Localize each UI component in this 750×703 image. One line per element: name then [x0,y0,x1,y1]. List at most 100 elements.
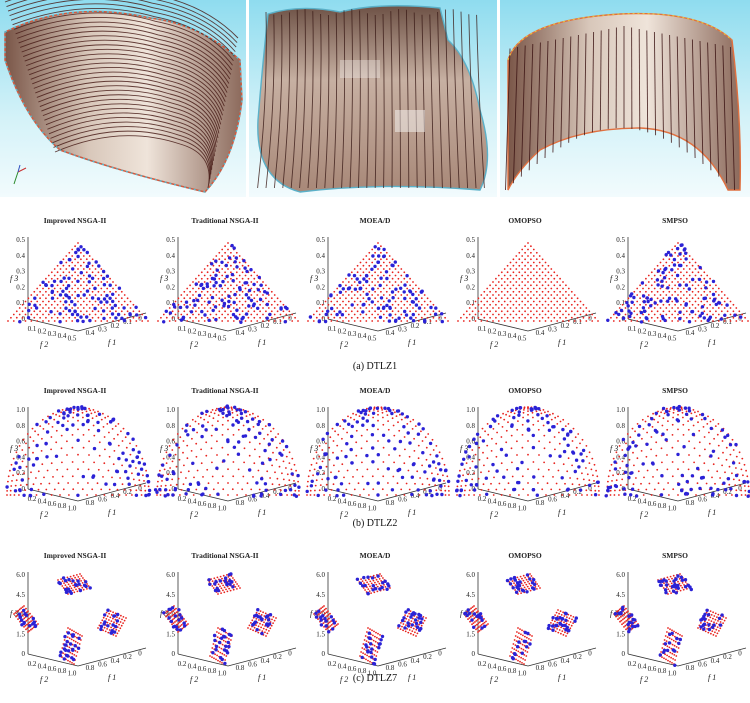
f1-tick-label: 0.4 [411,657,420,665]
f3-tick-label: 0 [322,650,326,658]
f1-tick-label: 0.4 [711,492,720,500]
plot-title: Traditional NSGA-II [191,551,258,560]
f3-tick-label: 1.5 [16,630,25,638]
f2-tick-label: 0.2 [328,660,337,668]
f2-tick-label: 0.6 [48,665,57,673]
f2-tick-label: 0.8 [358,667,367,675]
f1-tick-label: 0.1 [423,318,432,326]
f3-tick-label: 0.8 [16,422,25,430]
f2-tick-label: 0.6 [348,665,357,673]
f2-tick-label: 0.2 [38,327,47,335]
f1-tick-label: 0.3 [698,325,707,333]
f2-tick-label: 0.5 [668,335,677,343]
f1-tick-label: 0.4 [686,329,695,337]
obtained-solutions [314,574,424,666]
f1-tick-label: 0.3 [548,325,557,333]
f1-tick-label: 0.8 [536,499,545,507]
f3-tick-label: 1.0 [16,406,25,414]
f2-axis-label: f 2 [190,675,198,684]
f2-axis-label: f 2 [340,675,348,684]
f1-axis-label: f 1 [708,508,716,517]
f2-axis-label: f 2 [340,340,348,349]
f3-tick-label: 4.5 [166,591,175,599]
f1-tick-label: 0.2 [723,488,732,496]
f3-tick-label: 0.6 [616,438,625,446]
f2-tick-label: 0.5 [518,335,527,343]
f1-tick-label: 0.2 [423,653,432,661]
f1-tick-label: 0.8 [86,499,95,507]
f1-axis-label: f 1 [258,508,266,517]
f1-axis-label: f 1 [558,673,566,682]
f1-tick-label: 0.6 [248,495,257,503]
surface-views [0,0,750,197]
plot-dtlz7-1: Improved NSGA-II6.04.53.01.500.20.40.60.… [10,551,147,684]
f3-tick-label: 0.4 [16,252,25,260]
f3-tick-label: 0.4 [616,453,625,461]
f2-tick-label: 0.3 [648,330,657,338]
f2-tick-label: 0.3 [48,330,57,338]
f3-tick-label: 0.5 [316,236,325,244]
obtained-solutions [305,406,451,498]
f1-tick-label: 0.4 [236,329,245,337]
f3-tick-label: 0.1 [16,299,25,307]
f2-tick-label: 0.2 [638,327,647,335]
panel-caption: (a) DTLZ1 [353,361,397,372]
f1-tick-label: 0.4 [561,492,570,500]
f1-tick-label: 0 [138,315,142,323]
f1-tick-label: 0.4 [536,329,545,337]
f3-tick-label: 0 [22,485,26,493]
f1-tick-label: 0.2 [711,322,720,330]
f3-tick-label: 0.6 [316,438,325,446]
plot-dtlz7-4: OMOPSO6.04.53.01.500.20.40.60.81.00.80.6… [460,551,597,684]
f3-tick-label: 0.4 [466,453,475,461]
f1-tick-label: 0.4 [261,492,270,500]
f1-tick-label: 0.4 [111,492,120,500]
f1-tick-label: 0.8 [236,664,245,672]
f1-tick-label: 0.2 [411,322,420,330]
f3-tick-label: 1.0 [166,406,175,414]
f1-tick-label: 0 [588,315,592,323]
f3-tick-label: 0.2 [166,469,175,477]
f2-tick-label: 0.6 [498,665,507,673]
f1-tick-label: 0.4 [261,657,270,665]
plot-dtlz1-5: SMPSO0.50.40.30.20.100.10.20.30.40.50.40… [606,216,749,349]
plot-title: SMPSO [662,551,688,560]
plot-dtlz2-3: MOEA/D1.00.80.60.40.200.2 0.4 0.6 0.8 1.00.8… [305,386,451,519]
f2-tick-label: 0.6 [498,500,507,508]
reference-front [613,573,727,665]
f2-tick-label: 0.6 [198,500,207,508]
f2-tick-label: 0.8 [658,667,667,675]
f1-tick-label: 0.2 [273,653,282,661]
plot-dtlz1-1: Improved NSGA-II0.50.40.30.20.100.1 0.2 0.… [7,216,149,349]
f1-tick-label: 0 [438,650,442,658]
panel-caption: (c) DTLZ7 [353,673,397,684]
f2-axis-label: f 2 [40,675,48,684]
f1-tick-label: 0 [138,485,142,493]
f2-tick-label: 1.0 [518,670,527,678]
f2-tick-label: 0.4 [188,497,197,505]
obtained-solutions [308,245,444,324]
f1-tick-label: 0.6 [548,495,557,503]
f3-tick-label: 0.3 [616,268,625,276]
f2-tick-label: 0.3 [198,330,207,338]
f2-tick-label: 0.8 [208,667,217,675]
f3-axis-label: f 3 [310,444,318,453]
f1-tick-label: 0.1 [573,318,582,326]
f3-tick-label: 6.0 [166,571,175,579]
f3-tick-label: 4.5 [466,591,475,599]
f1-tick-label: 0.1 [723,318,732,326]
pareto-front-grid: Improved NSGA-II0.50.40.30.20.100.1 0.2 0.… [5,216,750,684]
f2-tick-label: 0.8 [358,502,367,510]
f3-tick-label: 0.5 [616,236,625,244]
f2-tick-label: 1.0 [668,670,677,678]
f3-tick-label: 0 [172,485,176,493]
f3-tick-label: 0.8 [466,422,475,430]
plot-dtlz7-2: Traditional NSGA-II6.04.53.01.500.2 0.4 0.… [160,551,297,684]
plot-dtlz7-5: SMPSO6.04.53.01.500.20.40.60.81.00.80.60… [610,551,747,684]
plot-title: SMPSO [662,386,688,395]
f2-axis-label: f 2 [340,510,348,519]
f1-tick-label: 0.6 [698,495,707,503]
f3-tick-label: 0.2 [466,283,475,291]
f3-tick-label: 0.6 [166,438,175,446]
f1-tick-label: 0.6 [548,660,557,668]
